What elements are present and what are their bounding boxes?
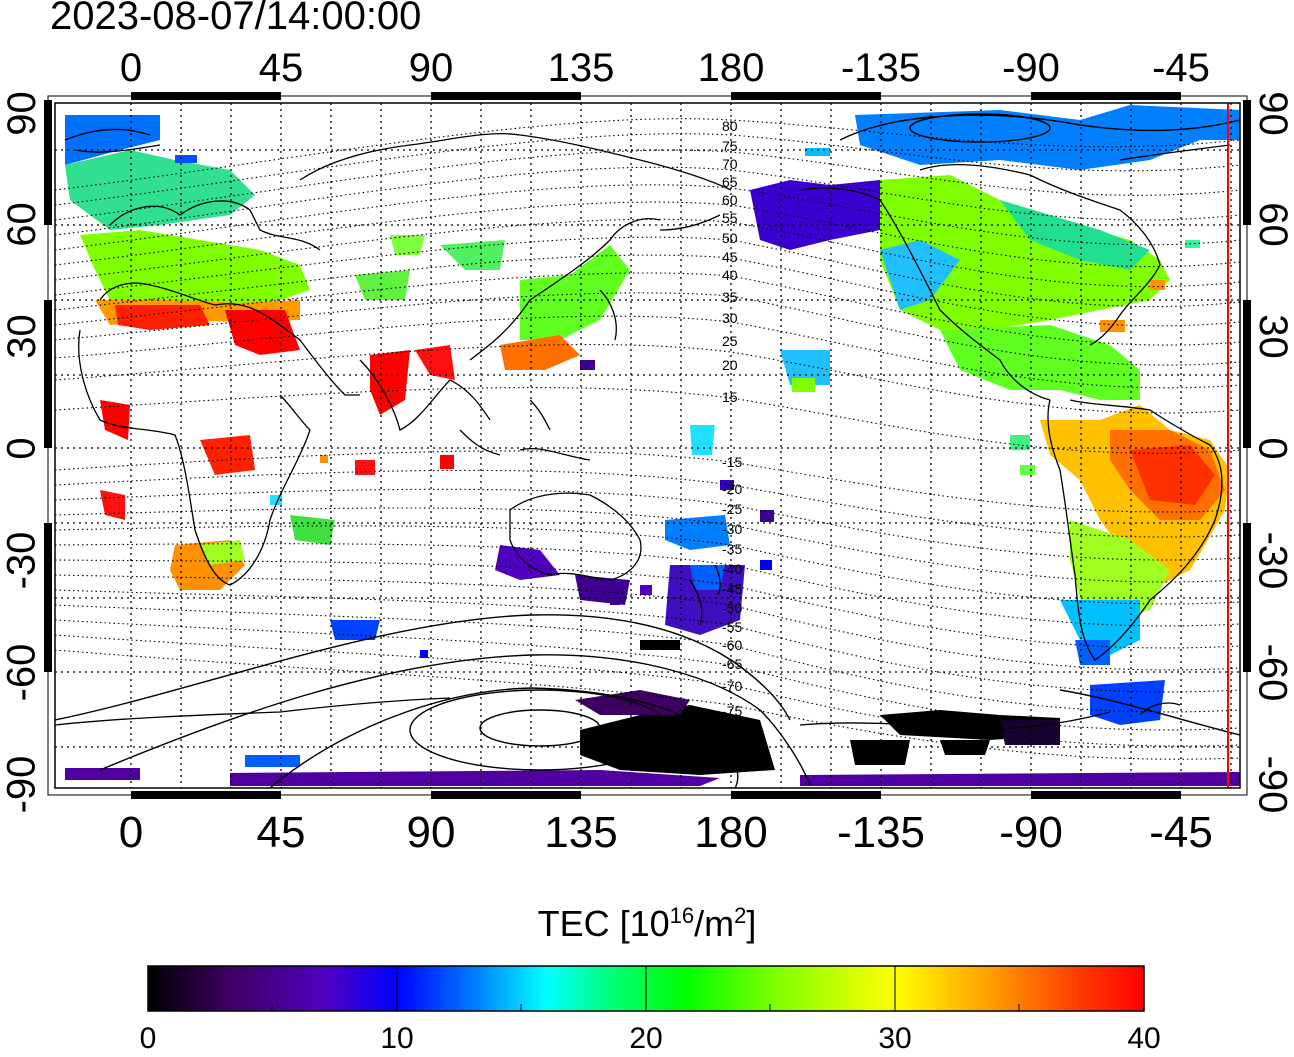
map-frame [54, 102, 1241, 789]
mlat-label: -25 [722, 501, 743, 517]
magnetic-latitude-contours [55, 118, 1240, 760]
map-title: 2023-08-07/14:00:00 [50, 0, 422, 38]
mlat-label: 45 [722, 249, 738, 265]
colorbar-label: TEC [1016/m2] [537, 903, 757, 944]
lon-tick-bottom: -45 [1149, 808, 1213, 857]
colorbar-tick-label: 10 [380, 1022, 414, 1055]
mlat-label: -70 [722, 678, 743, 694]
colorbar-tick-label: 20 [629, 1022, 663, 1055]
mlat-label: 30 [722, 310, 738, 326]
mlat-label: 50 [722, 230, 738, 246]
mlat-label: 35 [722, 289, 738, 305]
lon-tick-bottom: -135 [836, 808, 926, 857]
lon-tick-bottom: 180 [694, 808, 768, 857]
mlat-label: -65 [722, 656, 743, 672]
mlat-label: 55 [722, 210, 738, 226]
mlat-label: -60 [722, 637, 743, 653]
mlat-label: -35 [722, 541, 743, 557]
lon-tick-top: -90 [1002, 46, 1060, 90]
mlat-label: -45 [722, 581, 743, 597]
lon-tick-top: -45 [1152, 46, 1210, 90]
lon-tick-top: -135 [840, 46, 922, 90]
lon-tick-top: 180 [697, 46, 765, 90]
mlat-label: 80 [722, 118, 738, 134]
colorbar-tick-label: 0 [139, 1022, 157, 1055]
mlat-label: -15 [722, 454, 743, 470]
tec-data-layer [65, 105, 1240, 786]
mlat-label: 20 [722, 357, 738, 373]
lon-tick-top: 135 [547, 46, 615, 90]
lon-tick-top: 90 [408, 46, 454, 90]
mlat-label: -40 [722, 561, 743, 577]
mlat-label: -55 [722, 619, 743, 635]
mlat-label: 15 [722, 389, 738, 405]
lon-tick-top: 0 [119, 46, 143, 90]
colorbar-ticks [271, 966, 1020, 1011]
mlat-label: 75 [722, 138, 738, 154]
mlat-label: -75 [722, 703, 743, 719]
lon-tick-bottom: 45 [256, 808, 306, 857]
lon-tick-bottom: 0 [118, 808, 144, 857]
lon-tick-bottom: 90 [406, 808, 456, 857]
lat-lon-grid [55, 103, 1240, 788]
lon-tick-bottom: 135 [544, 808, 618, 857]
mlat-label: -20 [722, 481, 743, 497]
mlat-label: -50 [722, 600, 743, 616]
mlat-label: 40 [722, 267, 738, 283]
map-border-ticks [44, 92, 1251, 799]
mlat-label: 65 [722, 174, 738, 190]
magnetic-pole-contours [55, 113, 1240, 788]
mlat-label: 60 [722, 192, 738, 208]
colorbar-tick-label: 40 [1127, 1022, 1161, 1055]
mlat-label: -30 [722, 521, 743, 537]
lon-tick-bottom: -90 [999, 808, 1063, 857]
mlat-label: 25 [722, 333, 738, 349]
colorbar-tick-label: 30 [878, 1022, 912, 1055]
coastlines [55, 128, 1231, 731]
mlat-label: 70 [722, 156, 738, 172]
lon-tick-top: 45 [258, 46, 304, 90]
